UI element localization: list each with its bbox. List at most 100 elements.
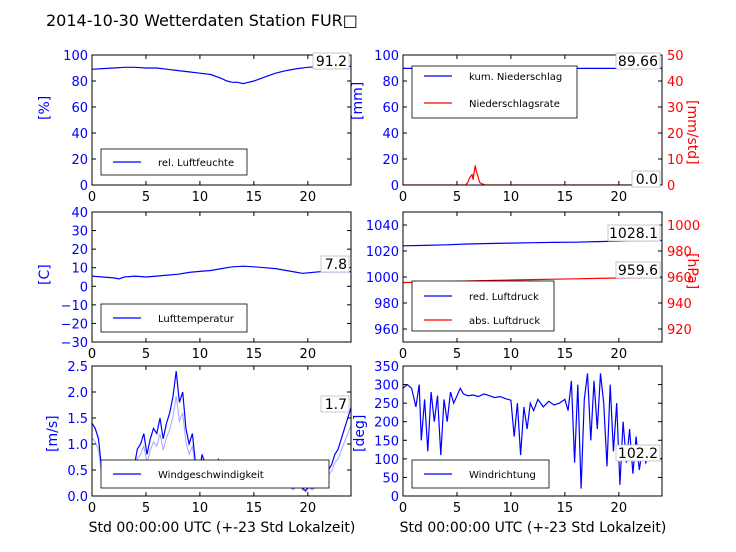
temperature-ytick-label: 10: [71, 262, 88, 277]
wind-direction-xtick-label: 5: [453, 501, 461, 516]
humidity-last-value: 91.2: [316, 54, 347, 70]
precipitation-ytick-label: 20: [382, 153, 399, 168]
wind-direction-xtick-label: 20: [611, 501, 628, 516]
precipitation-ytick-right-label: 50: [667, 49, 684, 64]
precipitation-xtick-label: 0: [399, 190, 407, 205]
pressure-ytick-right-label: 980: [667, 245, 692, 260]
wind-direction-ylabel: [deg]: [352, 415, 368, 452]
precipitation-ytick-right-label: 20: [667, 127, 684, 142]
wind-direction-legend-label: Windrichtung: [469, 470, 536, 481]
precipitation-ytick-right-label: 0: [667, 179, 675, 194]
pressure-ytick-label: 1000: [366, 271, 399, 286]
temperature-series-0-line: [92, 265, 351, 280]
precipitation-chart: [mm] [mm/std] 0 5 10 15 20 0 20 40 60 80 100 0 10 20 3…: [350, 49, 700, 205]
precipitation-ytick-right-label: 30: [667, 101, 684, 116]
precipitation-frame: [402, 54, 663, 186]
pressure-ytick-right-label: 1000: [667, 219, 700, 234]
humidity-xtick-label: 15: [246, 190, 263, 205]
wind-speed-last-value-box: [320, 395, 350, 413]
precipitation-ytick-right-label: 10: [667, 153, 684, 168]
precipitation-ylabel: [mm]: [350, 82, 366, 120]
temperature-xtick-label: 20: [300, 347, 317, 362]
temperature-ytick-label: 0: [80, 280, 88, 295]
pressure-last-value-right-box: [615, 261, 661, 279]
wind-direction-ytick-label: 350: [374, 360, 399, 375]
precipitation-legend: [411, 65, 578, 119]
humidity-ytick-label: 20: [71, 153, 88, 168]
wind-speed-xtick-label: 0: [88, 501, 96, 516]
wind-speed-xtick-label: 5: [142, 501, 150, 516]
temperature-chart: [C] 0 5 10 15 20 −30 −20 −10 0 10 20 30 40 7.8 Lufttem…: [37, 206, 352, 362]
precipitation-xtick-label: 15: [557, 190, 574, 205]
wind-speed-xtick-label: 20: [300, 501, 317, 516]
wind-direction-xtick-label: 10: [503, 501, 520, 516]
precipitation-last-value: 89.66: [618, 54, 658, 70]
humidity-ylabel: [%]: [37, 96, 53, 120]
wind-speed-last-value: 1.7: [325, 397, 347, 413]
humidity-frame: [91, 54, 352, 186]
wind-speed-ytick-label: 2.0: [67, 386, 88, 401]
pressure-xtick-label: 10: [503, 347, 520, 362]
pressure-ytick-label: 960: [374, 323, 399, 338]
temperature-frame: [91, 211, 352, 343]
humidity-xtick-label: 5: [142, 190, 150, 205]
humidity-xtick-label: 20: [300, 190, 317, 205]
wind-speed-ytick-label: 1.0: [67, 438, 88, 453]
wind-direction-frame: [402, 365, 663, 497]
humidity-ytick-label: 40: [71, 127, 88, 142]
pressure-last-value-box: [607, 224, 661, 242]
pressure-xtick-label: 20: [611, 347, 628, 362]
pressure-ytick-label: 980: [374, 297, 399, 312]
precipitation-last-value-box: [615, 52, 661, 70]
wind-direction-ytick-label: 200: [374, 416, 399, 431]
temperature-ytick-label: 30: [71, 225, 88, 240]
pressure-ytick-right-label: 940: [667, 297, 692, 312]
temperature-xtick-label: 5: [142, 347, 150, 362]
precipitation-ytick-label: 0: [391, 179, 399, 194]
precipitation-ytick-label: 40: [382, 127, 399, 142]
wind-direction-ytick-label: 250: [374, 397, 399, 412]
humidity-xtick-label: 0: [88, 190, 96, 205]
precipitation-ytick-label: 60: [382, 101, 399, 116]
wind-speed-legend-label: Windgeschwindigkeit: [158, 470, 264, 481]
wind-direction-ytick-label: 150: [374, 434, 399, 449]
pressure-ytick-label: 1020: [366, 245, 399, 260]
temperature-xtick-label: 10: [192, 347, 209, 362]
wind-direction-last-value-box: [615, 444, 661, 462]
precipitation-ytick-label: 80: [382, 75, 399, 90]
temperature-last-value-box: [320, 255, 350, 273]
pressure-ylabel-right: [hPa]: [684, 253, 700, 289]
wind-direction-xlabel: Std 00:00:00 UTC (+-23 Std Lokalzeit): [400, 520, 667, 536]
humidity-ytick-label: 0: [80, 179, 88, 194]
wind-direction-ytick-label: 300: [374, 379, 399, 394]
precipitation-legend-label: Niederschlagsrate: [469, 99, 560, 110]
wind-direction-xtick-label: 15: [557, 501, 574, 516]
pressure-ytick-right-label: 920: [667, 323, 692, 338]
wind-direction-ytick-label: 50: [382, 471, 399, 486]
wind-direction-ytick-label: 100: [374, 453, 399, 468]
pressure-legend-label: red. Luftdruck: [469, 292, 539, 303]
precipitation-ylabel-right: [mm/std]: [684, 100, 700, 165]
humidity-xtick-label: 10: [192, 190, 209, 205]
precipitation-last-value-right: 0.0: [636, 172, 658, 188]
humidity-ytick-label: 60: [71, 101, 88, 116]
temperature-ylabel: [C]: [37, 264, 53, 285]
pressure-legend-label: abs. Luftdruck: [469, 316, 540, 327]
humidity-last-value-box: [312, 52, 350, 70]
pressure-legend: [411, 280, 555, 332]
pressure-xtick-label: 5: [453, 347, 461, 362]
precipitation-xtick-label: 5: [453, 190, 461, 205]
temperature-ytick-label: −20: [61, 317, 88, 332]
wind-direction-ytick-label: 0: [391, 490, 399, 505]
wind-speed-frame: [91, 365, 352, 497]
temperature-ytick-label: −30: [61, 336, 88, 351]
wind-direction-last-value: 102.2: [618, 446, 658, 462]
wind-speed-ytick-label: 2.5: [67, 360, 88, 375]
temperature-ytick-label: 20: [71, 243, 88, 258]
pressure-chart: [hPa] 0 5 10 15 20 960 980 1000 1020 1040 920 940 96…: [366, 211, 700, 362]
pressure-xtick-label: 0: [399, 347, 407, 362]
wind-direction-chart: [deg] Std 00:00:00 UTC (+-23 Std Lokalze…: [352, 360, 666, 536]
humidity-legend-label: rel. Luftfeuchte: [158, 158, 234, 169]
humidity-ytick-label: 80: [71, 75, 88, 90]
